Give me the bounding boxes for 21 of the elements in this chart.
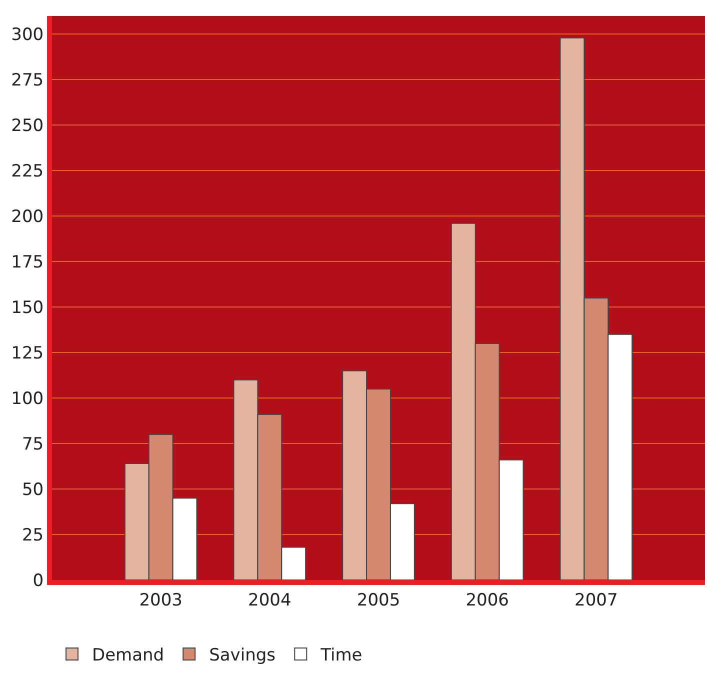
y-tick-label: 225 xyxy=(11,162,44,182)
legend-label: Demand xyxy=(92,646,164,666)
x-tick-label: 2004 xyxy=(248,590,292,610)
x-tick-label: 2007 xyxy=(574,590,618,610)
y-tick-label: 150 xyxy=(11,298,44,318)
y-tick-label: 250 xyxy=(11,116,44,136)
y-tick-label: 275 xyxy=(11,70,44,91)
x-tick-label: 2005 xyxy=(356,590,400,610)
y-tick-label: 200 xyxy=(11,207,44,228)
y-tick-label: 0 xyxy=(32,570,44,591)
legend-label: Time xyxy=(320,646,362,666)
x-tick-label: 2003 xyxy=(139,590,182,610)
legend-label: Savings xyxy=(209,646,276,666)
y-tick-label: 25 xyxy=(22,525,44,546)
y-tick-label: 300 xyxy=(11,25,44,46)
y-tick-label: 175 xyxy=(11,252,44,273)
y-tick-label: 50 xyxy=(22,480,44,500)
y-tick-label: 100 xyxy=(11,389,44,410)
y-tick-label: 75 xyxy=(22,434,44,454)
y-tick-label: 125 xyxy=(11,344,44,364)
x-tick-label: 2006 xyxy=(466,590,509,610)
